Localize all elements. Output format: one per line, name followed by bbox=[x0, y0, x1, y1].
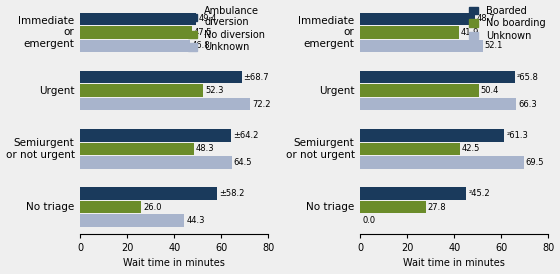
Bar bbox=[360, 84, 479, 97]
Text: ±68.7: ±68.7 bbox=[244, 73, 269, 82]
Bar bbox=[360, 129, 505, 142]
Text: 44.3: 44.3 bbox=[186, 216, 205, 225]
Bar bbox=[80, 71, 242, 84]
Bar bbox=[80, 201, 141, 213]
Text: 47.5: 47.5 bbox=[194, 28, 212, 37]
Bar bbox=[80, 39, 190, 52]
Text: 0.0: 0.0 bbox=[362, 216, 376, 225]
Text: 46.8: 46.8 bbox=[192, 41, 211, 50]
Text: 50.4: 50.4 bbox=[480, 86, 499, 95]
Bar bbox=[360, 142, 460, 155]
Text: 69.5: 69.5 bbox=[525, 158, 544, 167]
Text: ²45.2: ²45.2 bbox=[468, 189, 490, 198]
Bar bbox=[360, 71, 515, 84]
Text: 41.9: 41.9 bbox=[460, 28, 479, 37]
Text: ±58.2: ±58.2 bbox=[219, 189, 244, 198]
Text: 72.2: 72.2 bbox=[252, 99, 270, 109]
Bar bbox=[80, 142, 194, 155]
Legend: Ambulance
diversion, No diversion, Unknown: Ambulance diversion, No diversion, Unkno… bbox=[188, 6, 265, 52]
Bar bbox=[360, 201, 426, 213]
Text: 52.3: 52.3 bbox=[205, 86, 223, 95]
Bar bbox=[360, 39, 483, 52]
Text: 42.5: 42.5 bbox=[462, 144, 480, 153]
X-axis label: Wait time in minutes: Wait time in minutes bbox=[123, 258, 225, 269]
Text: 26.0: 26.0 bbox=[143, 202, 162, 212]
X-axis label: Wait time in minutes: Wait time in minutes bbox=[403, 258, 505, 269]
Bar bbox=[80, 26, 192, 39]
Text: 48.7: 48.7 bbox=[477, 15, 495, 24]
Bar bbox=[360, 26, 459, 39]
Text: ²65.8: ²65.8 bbox=[517, 73, 539, 82]
Text: 64.5: 64.5 bbox=[234, 158, 252, 167]
Text: 52.1: 52.1 bbox=[484, 41, 503, 50]
Text: 66.3: 66.3 bbox=[518, 99, 536, 109]
Bar bbox=[360, 98, 516, 110]
Text: 48.3: 48.3 bbox=[195, 144, 214, 153]
Legend: Boarded, No boarding, Unknown: Boarded, No boarding, Unknown bbox=[469, 6, 545, 41]
Bar bbox=[80, 13, 197, 25]
Bar bbox=[360, 156, 524, 169]
Text: ±64.2: ±64.2 bbox=[233, 131, 258, 140]
Bar bbox=[80, 84, 203, 97]
Bar bbox=[80, 156, 232, 169]
Bar bbox=[360, 187, 466, 200]
Bar bbox=[360, 13, 475, 25]
Text: ²61.3: ²61.3 bbox=[506, 131, 528, 140]
Bar bbox=[80, 129, 231, 142]
Bar bbox=[80, 187, 217, 200]
Text: 27.8: 27.8 bbox=[427, 202, 446, 212]
Bar bbox=[80, 98, 250, 110]
Bar bbox=[80, 214, 184, 227]
Text: 49.4: 49.4 bbox=[198, 15, 217, 24]
